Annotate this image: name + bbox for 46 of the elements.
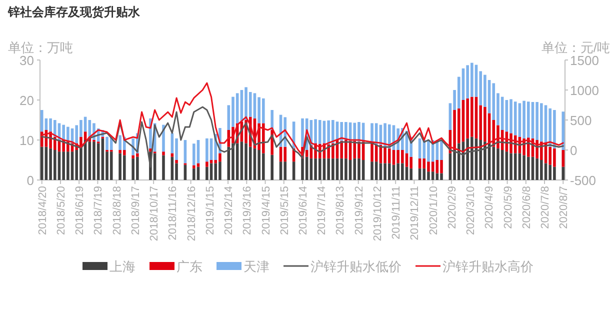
x-tick-label: 2020/1/10: [428, 186, 440, 235]
y2-tick-label: 0: [570, 143, 578, 158]
y-tick-label: 10: [20, 133, 34, 148]
x-tick-label: 2018/6/19: [74, 186, 86, 235]
x-tick-label: 2018/9/17: [130, 186, 142, 235]
y2-tick-label: 500: [570, 113, 592, 128]
x-tick-label: 2019/12/11: [409, 186, 422, 240]
x-tick-label: 2018/8/18: [111, 186, 124, 235]
y-axis-title: 单位：万吨: [8, 40, 73, 55]
x-tick-label: 2019/1/15: [204, 186, 216, 235]
y2-tick-label: -500: [570, 173, 596, 188]
x-tick-label: 2020/2/9: [446, 186, 458, 229]
x-tick-label: 2020/7/8: [540, 186, 552, 229]
y-tick-label: 20: [20, 93, 34, 108]
x-tick-label: 2019/4/15: [260, 186, 272, 235]
x-tick-label: 2018/12/16: [186, 186, 198, 242]
y-tick-label: 0: [26, 173, 34, 188]
legend-label: 广东: [176, 259, 202, 274]
x-tick-label: 2020/8/7: [558, 186, 570, 229]
x-tick-label: 2019/5/15: [278, 186, 291, 235]
x-tick-label: 2020/4/9: [484, 186, 496, 229]
x-tick-label: 2018/4/20: [36, 186, 49, 235]
x-tick-label: 2019/2/14: [223, 186, 236, 235]
x-tick-label: 2018/7/19: [92, 186, 105, 235]
x-tick-label: 2019/11/11: [390, 186, 403, 240]
x-tick-label: 2019/10/12: [372, 186, 384, 242]
legend-label: 上海: [110, 259, 136, 274]
x-tick-label: 2018/11/16: [167, 186, 180, 240]
legend-label: 沪锌升贴水高价: [442, 259, 534, 274]
x-tick-label: 2019/8/13: [334, 186, 347, 235]
x-tick-label: 2020/5/9: [502, 186, 514, 229]
x-tick-label: 2018/5/20: [55, 186, 68, 235]
x-tick-label: 2018/10/17: [148, 186, 161, 242]
x-tick-label: 2020/6/8: [520, 186, 533, 229]
y2-tick-label: 1000: [570, 83, 599, 98]
x-tick-label: 2019/6/14: [298, 186, 310, 235]
x-tick-label: 2019/3/16: [242, 186, 254, 235]
x-tick-label: 2019/7/14: [316, 186, 328, 235]
x-tick-label: 2019/9/12: [353, 186, 366, 235]
y-tick-label: 30: [20, 53, 34, 68]
chart-title: 锌社会库存及现货升贴水: [7, 5, 141, 19]
legend-label: 沪锌升贴水低价: [310, 259, 402, 274]
legend-label: 天津: [244, 259, 270, 274]
y2-axis-title: 单位：元/吨: [541, 40, 610, 55]
x-tick-label: 2020/3/10: [465, 186, 478, 235]
y2-tick-label: 1500: [570, 53, 599, 68]
